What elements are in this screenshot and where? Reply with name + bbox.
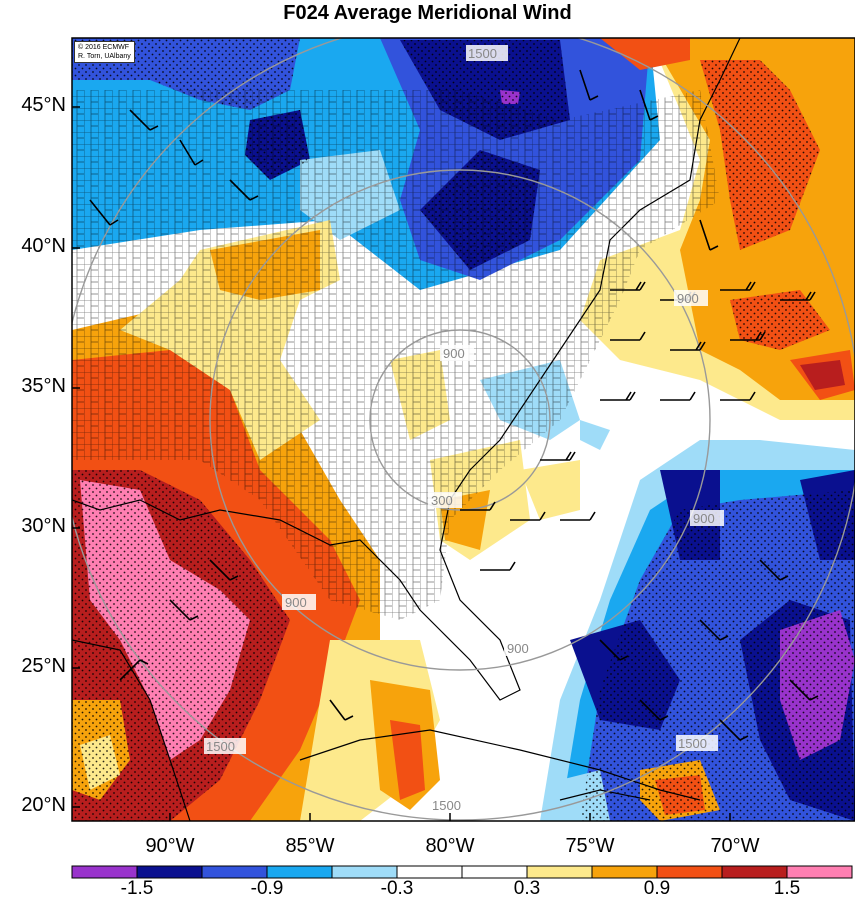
coastlines [72, 38, 741, 821]
lon-label: 70°W [710, 835, 760, 857]
lat-label: 45°N [21, 94, 66, 116]
lat-label: 30°N [21, 515, 66, 537]
plot-area: 1500 900 300 900 900 900 900 1500 1500 1… [72, 38, 855, 821]
lat-label: 35°N [21, 375, 66, 397]
lat-label: 40°N [21, 235, 66, 257]
contour-label: 900 [285, 595, 307, 610]
credit-box: © 2016 ECMWF R. Torn, UAlbany [74, 41, 135, 63]
county-borders [72, 90, 720, 620]
credit-line: © 2016 ECMWF [78, 44, 130, 51]
colorbar-label: -0.3 [380, 878, 414, 899]
contour-label: 900 [443, 346, 465, 361]
contour-label: 300 [431, 493, 453, 508]
lon-label: 75°W [565, 835, 615, 857]
colorbar-label: 0.3 [513, 878, 541, 899]
wind-barbs [89, 69, 819, 741]
contour-label: 1500 [206, 739, 235, 754]
colorbar-label: -1.5 [120, 878, 154, 899]
lon-label: 80°W [425, 835, 475, 857]
axis-ticks [72, 106, 731, 821]
contour-label: 900 [693, 511, 715, 526]
colorbar [71, 865, 853, 879]
credit-line: R. Torn, UAlbany [78, 53, 131, 60]
contour-label: 1500 [468, 46, 497, 61]
contour-label: 1500 [678, 736, 707, 751]
lat-label: 20°N [21, 794, 66, 816]
lon-label: 85°W [285, 835, 335, 857]
colorbar-label: -0.9 [250, 878, 284, 899]
contour-label: 1500 [432, 798, 461, 813]
lat-label: 25°N [21, 655, 66, 677]
map-title: F024 Average Meridional Wind [283, 2, 572, 24]
colorbar-label: 1.5 [773, 878, 801, 899]
lon-label: 90°W [145, 835, 195, 857]
contour-label: 900 [677, 291, 699, 306]
plot-frame [71, 37, 855, 822]
contour-label: 900 [507, 641, 529, 656]
colorbar-label: 0.9 [643, 878, 671, 899]
contour-label-boxes [204, 45, 724, 813]
